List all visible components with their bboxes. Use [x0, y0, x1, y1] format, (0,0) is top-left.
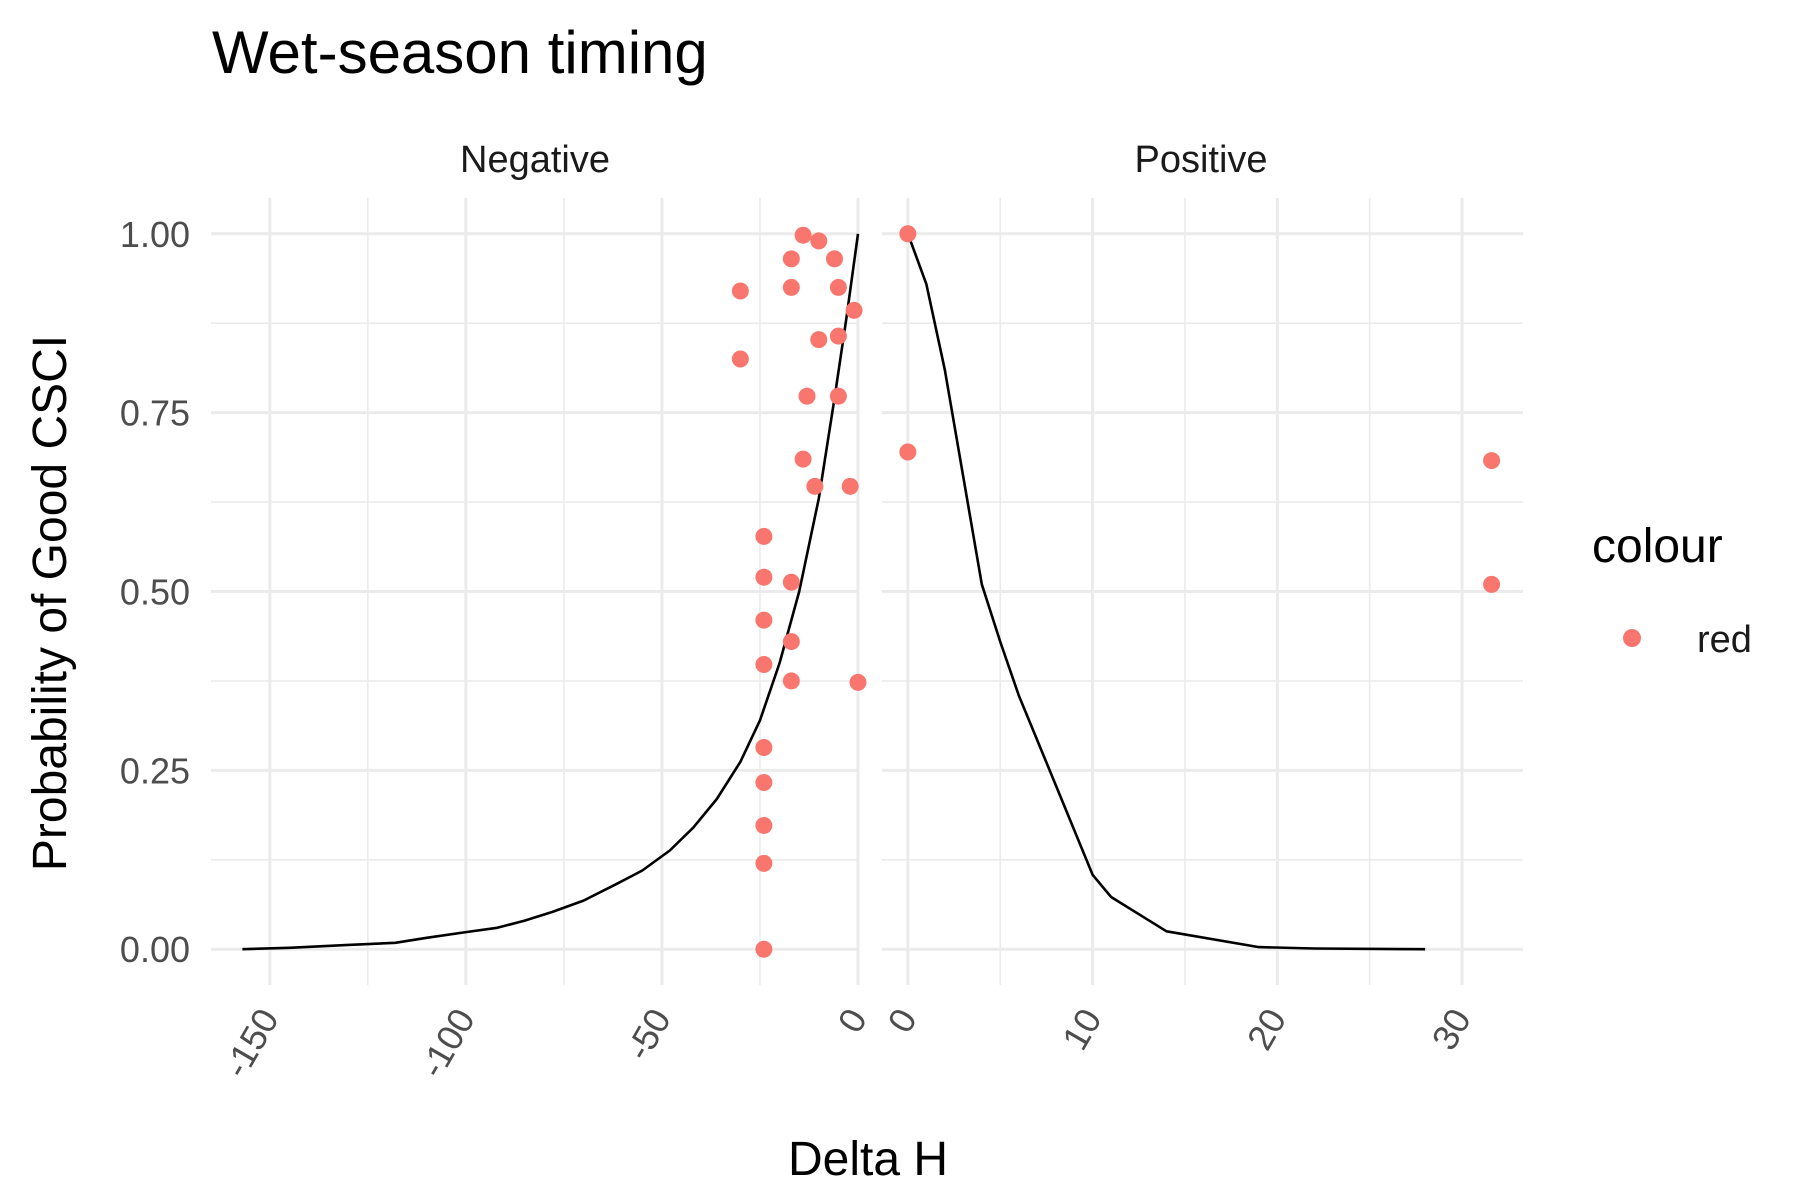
data-point: [841, 477, 859, 495]
x-tick-label: 30: [1423, 1002, 1479, 1057]
panel-grid: [211, 198, 860, 985]
legend-key-point: [1623, 629, 1641, 647]
panel-strip-label-negative: Negative: [460, 139, 610, 181]
x-tick-label: 10: [1054, 1002, 1110, 1057]
panel-strip-label-positive: Positive: [1134, 139, 1267, 181]
legend-title: colour: [1592, 520, 1723, 573]
data-point: [755, 940, 773, 958]
data-point: [782, 278, 800, 296]
data-point: [845, 301, 863, 319]
x-tick-label: 0: [829, 1002, 875, 1040]
legend-label: red: [1697, 619, 1752, 661]
data-point: [829, 327, 847, 345]
data-point: [899, 225, 917, 243]
legend: colour red: [1592, 520, 1752, 661]
data-point: [810, 232, 828, 250]
data-point: [755, 527, 773, 545]
panel-grid: [882, 198, 1523, 985]
data-point: [755, 816, 773, 834]
data-point: [755, 568, 773, 586]
x-axis-title: Delta H: [788, 1133, 948, 1186]
data-point: [810, 331, 828, 349]
y-tick-label: 0.50: [120, 572, 190, 613]
data-point: [782, 573, 800, 591]
data-point: [1483, 452, 1501, 470]
data-point: [849, 673, 867, 691]
data-point: [825, 250, 843, 268]
x-tick-label: -150: [215, 1002, 287, 1085]
data-point: [731, 282, 749, 300]
data-point: [755, 611, 773, 629]
x-tick-label: -50: [617, 1002, 679, 1068]
data-point: [755, 655, 773, 673]
y-tick-label: 0.25: [120, 750, 190, 791]
fitted-curve: [906, 233, 1426, 951]
data-point: [806, 477, 824, 495]
data-point: [755, 738, 773, 756]
data-point: [794, 226, 812, 244]
data-point: [899, 443, 917, 461]
data-point: [829, 387, 847, 405]
fitted-curve: [242, 233, 860, 951]
panel-negative: Negative -150 -100 -50 0: [211, 139, 875, 1084]
data-point: [794, 450, 812, 468]
data-point: [731, 350, 749, 368]
data-point: [829, 278, 847, 296]
data-point: [1483, 575, 1501, 593]
data-point: [782, 250, 800, 268]
data-point: [755, 854, 773, 872]
y-axis-ticks: 0.00 0.25 0.50 0.75 1.00: [120, 214, 190, 970]
data-point: [782, 672, 800, 690]
y-tick-label: 0.00: [120, 929, 190, 970]
y-tick-label: 0.75: [120, 393, 190, 434]
x-tick-label: 0: [879, 1002, 925, 1040]
chart-title: Wet-season timing: [212, 19, 708, 86]
x-tick-label: 20: [1239, 1002, 1295, 1057]
data-point: [782, 633, 800, 651]
data-point: [798, 387, 816, 405]
x-tick-label: -100: [411, 1002, 483, 1085]
y-tick-label: 1.00: [120, 214, 190, 255]
y-axis-title: Probability of Good CSCI: [24, 335, 77, 871]
panel-positive: Positive 0 10 20 30: [879, 139, 1523, 1057]
data-point: [755, 774, 773, 792]
